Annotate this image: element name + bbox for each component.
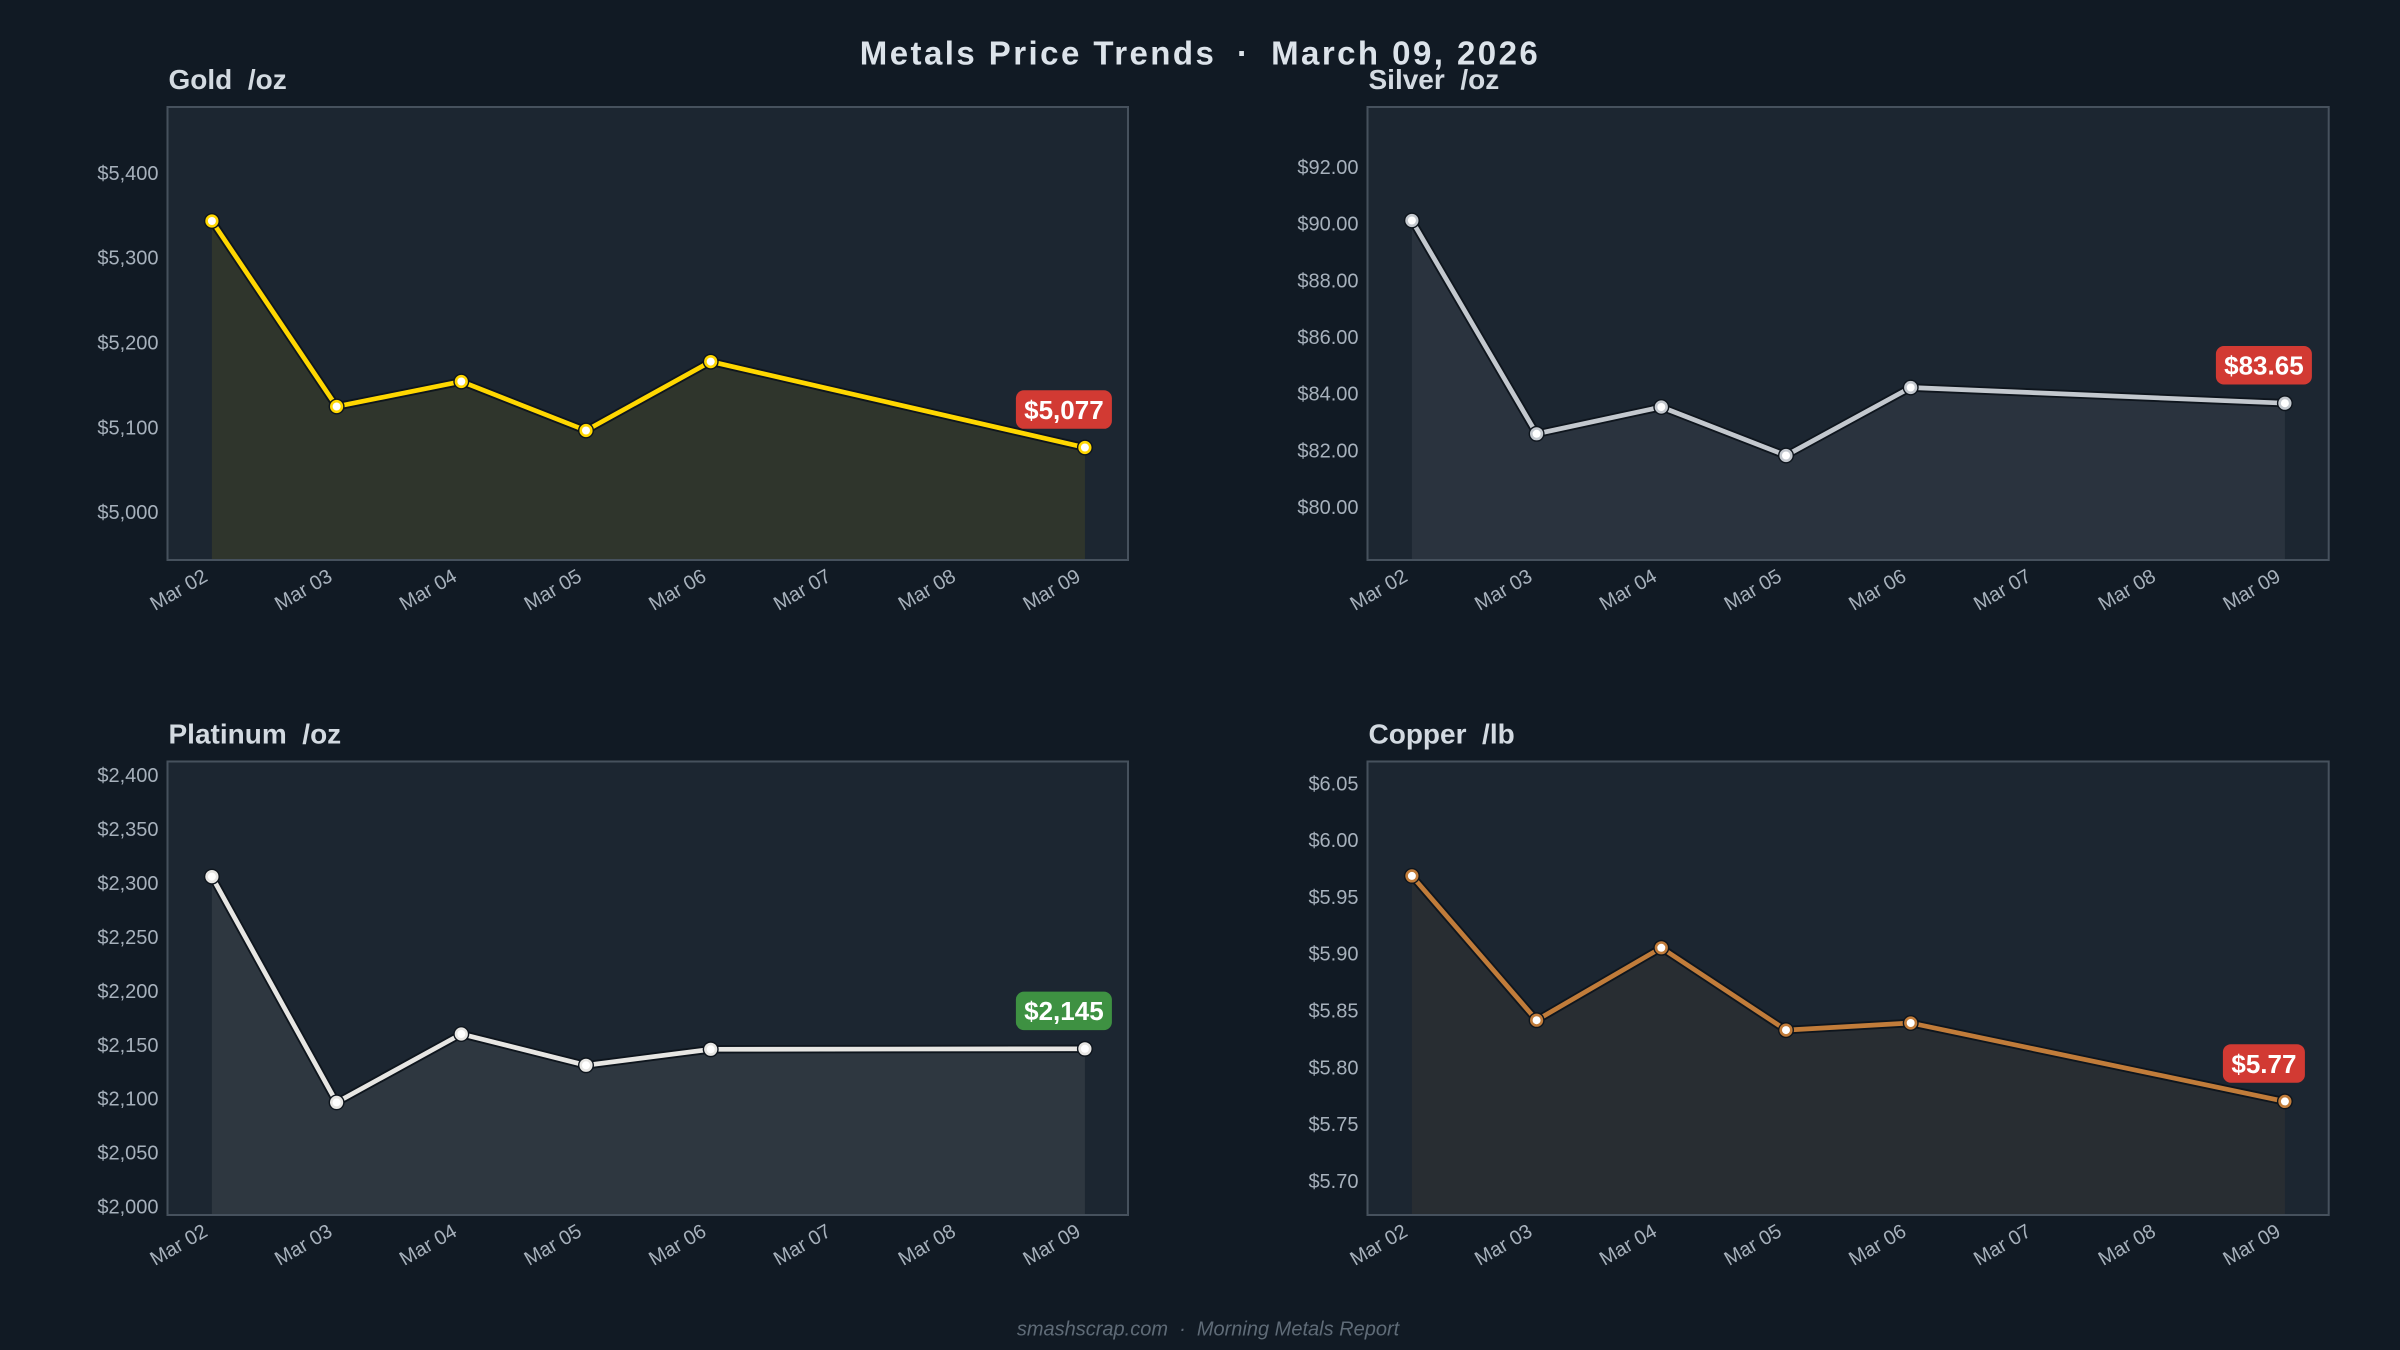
- svg-text:$84.00: $84.00: [1297, 384, 1358, 406]
- svg-text:$2,250: $2,250: [97, 927, 158, 949]
- svg-text:$2,145: $2,145: [1024, 996, 1104, 1026]
- svg-text:$5,100: $5,100: [97, 417, 158, 439]
- svg-text:$5,000: $5,000: [97, 502, 158, 524]
- svg-text:$80.00: $80.00: [1297, 497, 1358, 519]
- svg-text:$2,000: $2,000: [97, 1197, 158, 1219]
- svg-text:$5,300: $5,300: [97, 248, 158, 270]
- svg-text:$5.90: $5.90: [1308, 944, 1358, 966]
- svg-text:$2,050: $2,050: [97, 1143, 158, 1165]
- svg-text:Metals Price Trends · March: Metals Price Trends · March 09, 2026: [860, 35, 1540, 72]
- svg-text:$5.77: $5.77: [2231, 1049, 2296, 1079]
- svg-text:$6.00: $6.00: [1308, 830, 1358, 852]
- svg-text:$5.95: $5.95: [1308, 887, 1358, 909]
- svg-text:$82.00: $82.00: [1297, 440, 1358, 462]
- svg-text:$5.80: $5.80: [1308, 1057, 1358, 1079]
- svg-text:smashscrap.com · Morning Met: smashscrap.com · Morning Metals Report: [1017, 1318, 1401, 1340]
- svg-text:$5,077: $5,077: [1024, 395, 1104, 425]
- svg-text:$2,200: $2,200: [97, 981, 158, 1003]
- svg-text:Platinum /oz: Platinum /oz: [169, 719, 342, 750]
- svg-text:$5.85: $5.85: [1308, 1001, 1358, 1023]
- svg-text:$92.00: $92.00: [1297, 157, 1358, 179]
- svg-text:$2,150: $2,150: [97, 1035, 158, 1057]
- svg-text:$2,350: $2,350: [97, 819, 158, 841]
- svg-text:$5,200: $5,200: [97, 333, 158, 355]
- svg-text:Gold /oz: Gold /oz: [169, 64, 287, 95]
- svg-text:$86.00: $86.00: [1297, 327, 1358, 349]
- svg-text:Silver /oz: Silver /oz: [1369, 64, 1500, 95]
- svg-text:$83.65: $83.65: [2224, 351, 2304, 381]
- svg-text:$2,400: $2,400: [97, 765, 158, 787]
- svg-text:$88.00: $88.00: [1297, 270, 1358, 292]
- svg-text:$5,400: $5,400: [97, 163, 158, 185]
- svg-text:$2,100: $2,100: [97, 1089, 158, 1111]
- svg-text:$6.05: $6.05: [1308, 773, 1358, 795]
- svg-text:Copper /lb: Copper /lb: [1369, 719, 1515, 750]
- svg-text:$5.70: $5.70: [1308, 1171, 1358, 1193]
- svg-text:$90.00: $90.00: [1297, 214, 1358, 236]
- svg-text:$2,300: $2,300: [97, 873, 158, 895]
- svg-text:$5.75: $5.75: [1308, 1114, 1358, 1136]
